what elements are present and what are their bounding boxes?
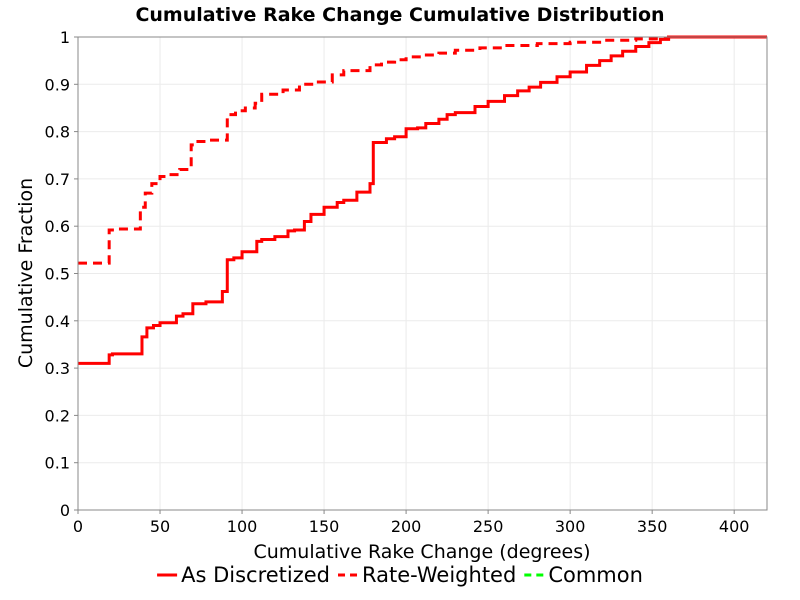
x-tick-label: 300 bbox=[555, 517, 586, 536]
y-tick-label: 0 bbox=[60, 501, 70, 520]
legend: As Discretized Rate-Weighted Common bbox=[157, 563, 643, 587]
x-tick-label: 400 bbox=[719, 517, 750, 536]
y-tick-label: 0.7 bbox=[45, 170, 70, 189]
y-tick-label: 0.9 bbox=[45, 75, 70, 94]
legend-label-as-discretized: As Discretized bbox=[181, 563, 330, 587]
x-tick-label: 250 bbox=[473, 517, 504, 536]
legend-item-common: Common bbox=[524, 563, 643, 587]
legend-item-rate-weighted: Rate-Weighted bbox=[338, 563, 516, 587]
legend-item-as-discretized: As Discretized bbox=[157, 563, 330, 587]
y-tick-label: 1 bbox=[60, 28, 70, 47]
y-tick-label: 0.2 bbox=[45, 406, 70, 425]
x-axis-ticks: 0 50 100 150 200 250 300 350 400 bbox=[73, 510, 750, 536]
x-tick-label: 100 bbox=[227, 517, 258, 536]
x-tick-label: 0 bbox=[73, 517, 83, 536]
x-tick-label: 350 bbox=[637, 517, 668, 536]
chart-title: Cumulative Rake Change Cumulative Distri… bbox=[135, 4, 664, 26]
y-tick-label: 0.6 bbox=[45, 217, 70, 236]
y-axis-ticks: 0 0.1 0.2 0.3 0.4 0.5 0.6 0.7 0.8 0.9 1 bbox=[45, 28, 78, 520]
plot-area bbox=[77, 35, 768, 511]
y-tick-label: 0.4 bbox=[45, 312, 70, 331]
y-tick-label: 0.1 bbox=[45, 454, 70, 473]
series-line-rate-weighted bbox=[78, 35, 767, 265]
series-layer bbox=[78, 35, 767, 365]
y-axis-label: Cumulative Fraction bbox=[15, 178, 37, 368]
y-tick-label: 0.3 bbox=[45, 359, 70, 378]
legend-label-common: Common bbox=[548, 563, 643, 587]
x-tick-label: 150 bbox=[309, 517, 340, 536]
y-tick-label: 0.8 bbox=[45, 123, 70, 142]
legend-label-rate-weighted: Rate-Weighted bbox=[362, 563, 516, 587]
x-axis-label: Cumulative Rake Change (degrees) bbox=[253, 541, 590, 563]
series-line-as-discretized bbox=[78, 35, 767, 365]
y-tick-label: 0.5 bbox=[45, 265, 70, 284]
x-tick-label: 200 bbox=[391, 517, 422, 536]
x-tick-label: 50 bbox=[150, 517, 170, 536]
